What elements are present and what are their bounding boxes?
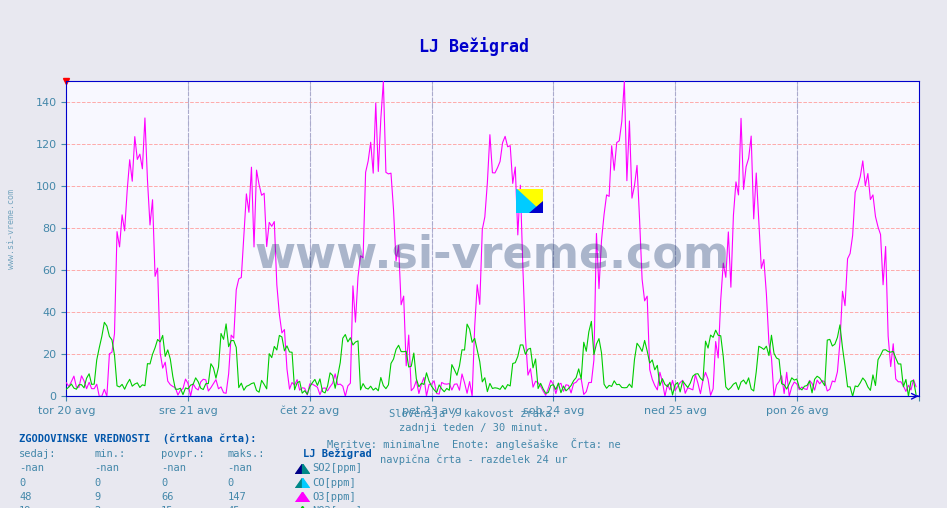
Text: 0: 0 (161, 478, 168, 488)
Text: 48: 48 (19, 492, 31, 502)
Text: CO[ppm]: CO[ppm] (313, 478, 356, 488)
Polygon shape (303, 492, 310, 502)
Text: www.si-vreme.com: www.si-vreme.com (7, 188, 16, 269)
Text: LJ Bežigrad: LJ Bežigrad (303, 449, 372, 459)
Polygon shape (303, 464, 310, 474)
Text: povpr.:: povpr.: (161, 449, 205, 459)
Text: 9: 9 (95, 492, 101, 502)
Text: 2: 2 (95, 506, 101, 508)
Polygon shape (516, 189, 543, 213)
Text: 19: 19 (19, 506, 31, 508)
Text: -nan: -nan (161, 463, 186, 473)
Text: 45: 45 (227, 506, 240, 508)
Polygon shape (295, 464, 303, 474)
Text: 0: 0 (95, 478, 101, 488)
Text: -nan: -nan (95, 463, 119, 473)
Text: maks.:: maks.: (227, 449, 265, 459)
Polygon shape (295, 492, 303, 502)
Text: 147: 147 (227, 492, 246, 502)
Text: min.:: min.: (95, 449, 126, 459)
Text: LJ Bežigrad: LJ Bežigrad (419, 37, 528, 56)
Text: 66: 66 (161, 492, 173, 502)
Text: 0: 0 (19, 478, 26, 488)
Text: 0: 0 (227, 478, 234, 488)
Text: 15: 15 (161, 506, 173, 508)
Text: -nan: -nan (19, 463, 44, 473)
Text: www.si-vreme.com: www.si-vreme.com (255, 233, 730, 276)
Polygon shape (295, 506, 303, 508)
Text: -nan: -nan (227, 463, 252, 473)
Text: O3[ppm]: O3[ppm] (313, 492, 356, 502)
Polygon shape (529, 201, 543, 213)
Polygon shape (516, 189, 543, 213)
Text: ZGODOVINSKE VREDNOSTI  (črtkana črta):: ZGODOVINSKE VREDNOSTI (črtkana črta): (19, 433, 257, 444)
Text: SO2[ppm]: SO2[ppm] (313, 463, 363, 473)
Polygon shape (303, 506, 310, 508)
Text: NO2[ppm]: NO2[ppm] (313, 506, 363, 508)
Text: sedaj:: sedaj: (19, 449, 57, 459)
Polygon shape (303, 478, 310, 488)
Polygon shape (295, 478, 303, 488)
Text: Slovenija / kakovost zraka.
zadnji teden / 30 minut.
Meritve: minimalne  Enote: : Slovenija / kakovost zraka. zadnji teden… (327, 409, 620, 465)
